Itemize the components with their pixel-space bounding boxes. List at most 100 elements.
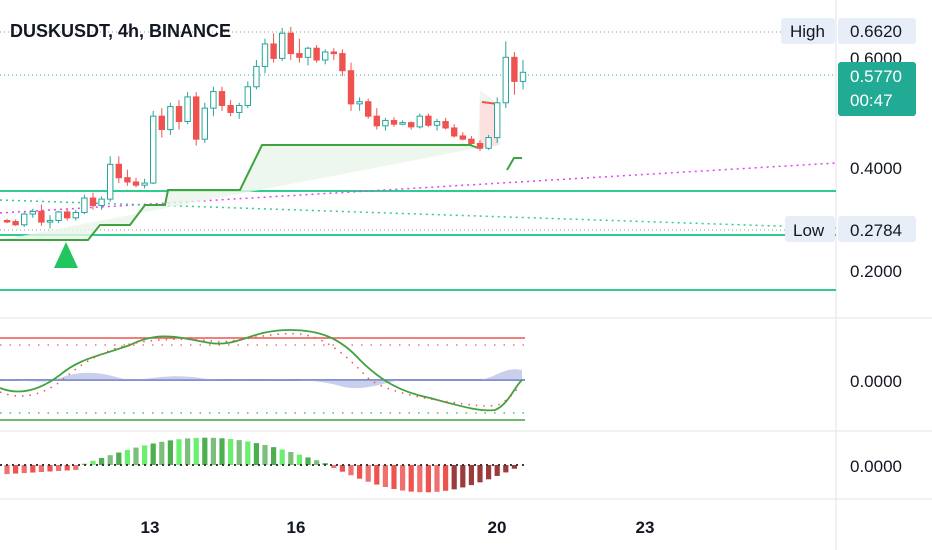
candle-body xyxy=(46,220,54,223)
candle-body xyxy=(270,43,277,59)
candle-body xyxy=(201,107,209,140)
candle-body xyxy=(158,115,166,131)
candle-body xyxy=(313,47,320,61)
candle-body xyxy=(38,210,45,223)
candle-body xyxy=(416,115,424,128)
candle-body xyxy=(287,32,295,55)
histogram-bar xyxy=(305,457,311,465)
histogram-bar xyxy=(365,465,371,482)
histogram-bar xyxy=(13,465,19,474)
candle-body xyxy=(511,56,518,82)
histogram-bar xyxy=(262,445,268,465)
histogram-bar xyxy=(99,457,105,465)
green-trendline xyxy=(0,199,837,229)
candle-body xyxy=(451,127,458,137)
high-value-bg xyxy=(838,18,916,44)
low-tag-label: Low xyxy=(793,221,825,240)
candle-body xyxy=(12,221,19,226)
current-price: 0.5770 xyxy=(850,67,902,86)
histogram-bar xyxy=(228,439,234,465)
candle-body xyxy=(55,211,62,222)
candle-body xyxy=(330,51,338,55)
histogram-bar xyxy=(391,465,397,490)
histogram-bar xyxy=(434,465,440,492)
candle-body xyxy=(382,119,389,127)
histogram-bar xyxy=(511,465,517,469)
high-tag-label: High xyxy=(790,22,825,41)
histogram-bar xyxy=(339,465,345,472)
candle-body xyxy=(210,91,217,109)
high-value: 0.6620 xyxy=(850,22,902,41)
candle-body xyxy=(115,163,122,179)
candle-body xyxy=(322,51,329,61)
candle-body xyxy=(494,102,501,139)
candle-body xyxy=(399,122,406,125)
histogram-bar xyxy=(400,465,406,491)
histogram-bar xyxy=(468,465,474,486)
candle-body xyxy=(261,43,269,67)
candle-body xyxy=(373,115,381,127)
candle-body xyxy=(218,91,226,106)
histogram-bar xyxy=(443,465,449,491)
histogram-bar xyxy=(185,438,191,465)
candle-body xyxy=(442,121,449,129)
histogram-bar xyxy=(236,440,242,465)
histogram-bar xyxy=(116,452,122,465)
candle-body xyxy=(89,197,97,207)
current-price-tag xyxy=(838,62,916,116)
histogram-bar xyxy=(357,465,363,479)
histogram-bar xyxy=(47,465,53,472)
histogram-bar xyxy=(348,465,354,476)
tick-0-4: 0.4000 xyxy=(850,159,902,178)
candle-body xyxy=(408,122,415,128)
histogram-bar xyxy=(73,465,79,470)
supertrend-line xyxy=(0,144,479,241)
candle-body xyxy=(347,70,355,105)
candle-body xyxy=(468,138,475,144)
candle-body xyxy=(253,65,260,88)
histogram-bar xyxy=(296,454,302,465)
histogram-bar xyxy=(124,449,130,465)
candle-body xyxy=(81,197,88,213)
candle-body xyxy=(21,213,28,226)
candle-body xyxy=(107,163,114,200)
histogram-bar xyxy=(176,439,182,465)
histogram-bar xyxy=(56,465,62,471)
candle-body xyxy=(150,115,157,184)
osc-histogram-area xyxy=(0,369,522,389)
candle-body xyxy=(244,86,252,106)
tick-0-2: 0.2000 xyxy=(850,262,902,281)
candles-group xyxy=(3,26,527,229)
high-tag-bg xyxy=(781,18,835,44)
candle-body xyxy=(365,101,372,117)
candle-body xyxy=(167,106,174,131)
candle-body xyxy=(184,96,191,123)
candle-body xyxy=(425,115,432,126)
low-value-bg xyxy=(838,216,916,242)
histogram-bar xyxy=(245,441,251,465)
histogram-bar xyxy=(382,465,388,487)
histogram-bar xyxy=(38,465,44,473)
candle-body xyxy=(227,104,234,113)
candle-body xyxy=(502,56,510,104)
histogram-bar xyxy=(150,443,156,465)
candle-body xyxy=(433,121,441,126)
histogram-bar xyxy=(408,465,414,492)
histogram-bar xyxy=(107,455,113,465)
histogram-bar xyxy=(314,460,320,465)
histogram-bar xyxy=(417,465,423,493)
date-23: 23 xyxy=(636,518,655,537)
candle-body xyxy=(98,198,105,207)
histogram-bar xyxy=(202,437,208,465)
candle-body xyxy=(279,32,286,59)
candle-body xyxy=(236,104,243,113)
osc-zero-label: 0.0000 xyxy=(850,372,902,391)
buy-signal-triangle xyxy=(54,242,78,268)
histogram-bar xyxy=(374,465,380,485)
countdown-timer: 00:47 xyxy=(850,91,893,110)
low-value: 0.2784 xyxy=(850,221,902,240)
supertrend-line-new xyxy=(506,157,522,171)
candle-body xyxy=(459,135,467,140)
candle-body xyxy=(29,210,37,215)
